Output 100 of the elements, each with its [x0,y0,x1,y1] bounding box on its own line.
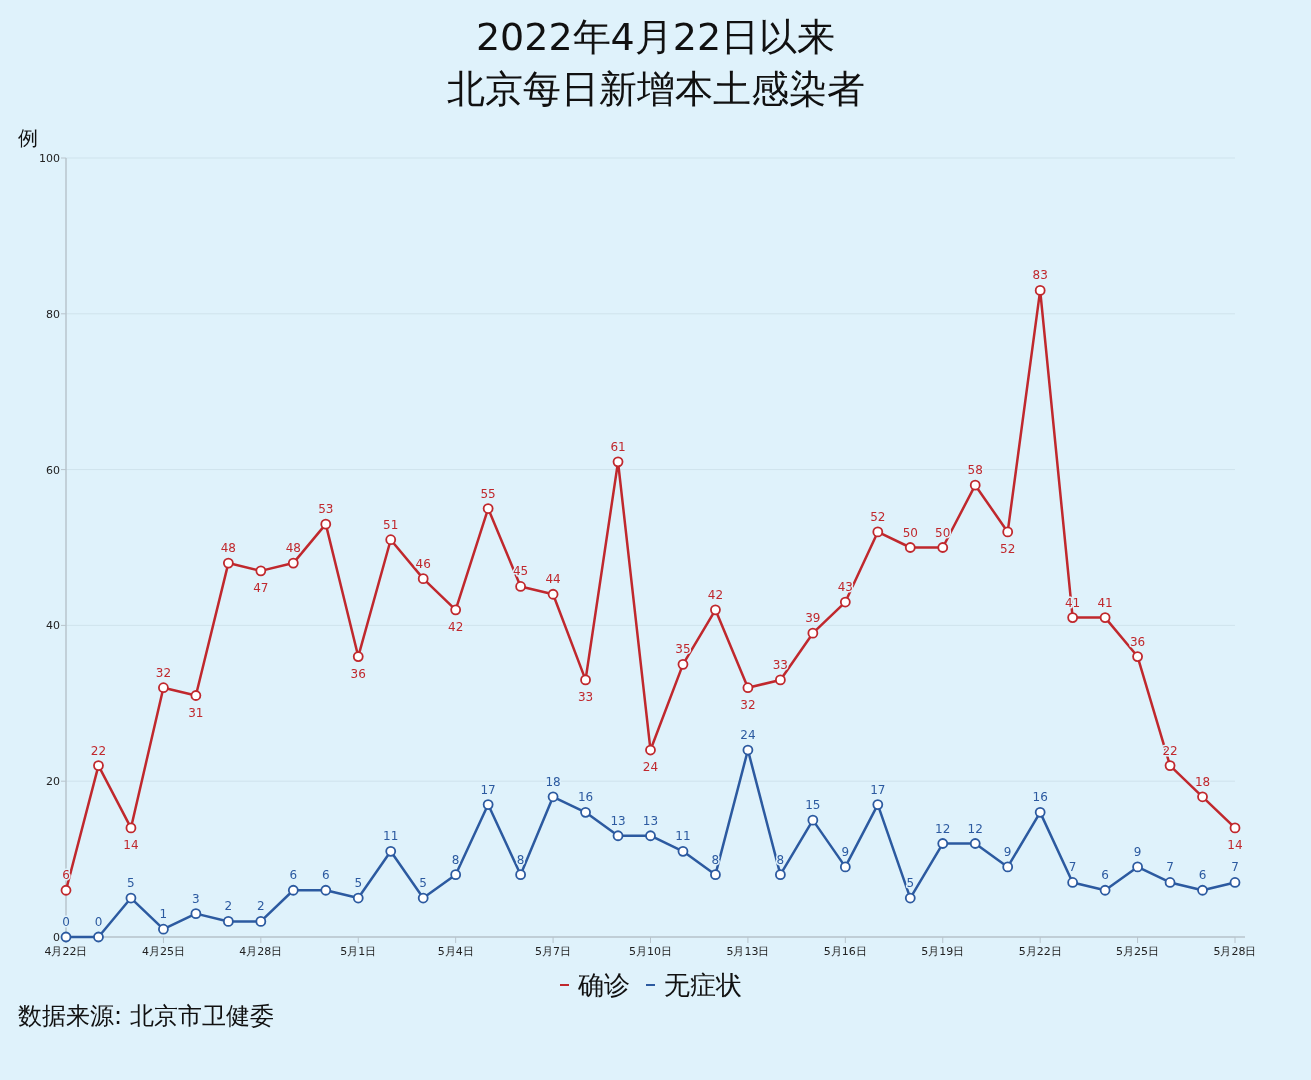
point [255,565,267,577]
point [612,830,624,842]
point [450,604,462,616]
point [515,869,527,881]
data-label: 42 [448,619,464,634]
data-label: 14 [123,837,139,852]
point [125,892,137,904]
data-label: 32 [740,697,756,712]
point [612,456,624,468]
point [742,744,754,756]
point [158,923,169,935]
data-label: 12 [935,821,951,836]
point [482,799,494,810]
point [774,674,786,686]
point [807,627,819,639]
y-tick-label: 80 [46,307,60,321]
data-label: 58 [967,463,983,478]
data-label: 24 [740,728,756,743]
data-label: 44 [545,572,561,587]
y-tick-label: 0 [53,931,60,944]
point [1067,612,1079,624]
point [385,534,397,546]
x-tick-label: 5月10日 [629,945,672,958]
point [839,596,851,608]
data-label: 7 [1068,860,1077,875]
data-label: 36 [1129,634,1146,649]
data-label: 43 [837,580,853,595]
point [1002,861,1014,873]
data-label: 6 [289,868,298,883]
data-label: 6 [1101,868,1109,883]
chart-title: 2022年4月22日以来 [475,15,836,59]
data-label: 24 [642,760,659,775]
point [93,931,104,943]
point [1164,877,1176,888]
point [1229,877,1241,888]
point [417,892,429,904]
data-label: 50 [902,525,918,540]
point [1197,791,1208,803]
point [1034,806,1046,818]
point [320,884,332,896]
point [710,869,721,881]
point [1002,526,1014,538]
point [125,822,137,834]
data-label: 48 [285,541,301,556]
data-label: 8 [516,852,525,867]
data-label: 5 [906,876,915,891]
point [710,604,721,616]
data-label: 8 [711,852,720,867]
x-tick-label: 5月19日 [921,945,965,958]
x-tick-label: 5月25日 [1116,945,1160,958]
point [287,884,299,896]
point [904,542,916,553]
data-label: 5 [127,876,135,891]
data-label: 52 [870,509,886,524]
point [287,557,299,569]
point [1067,877,1079,888]
data-label: 0 [94,915,103,929]
y-axis-title: 例 [18,126,38,150]
point [190,690,202,701]
data-label: 14 [1227,837,1243,852]
point [1132,651,1143,662]
data-label: 32 [155,665,172,680]
data-label: 33 [772,657,789,672]
data-label: 51 [383,517,399,532]
data-label: 2 [257,899,265,914]
point [1099,612,1111,624]
point [580,806,591,818]
point [937,542,949,553]
x-tick-label: 5月4日 [437,945,474,958]
data-label: 17 [870,782,886,797]
data-label: 17 [480,782,496,797]
point [677,845,689,857]
data-label: 83 [1032,268,1048,283]
data-label: 18 [1194,774,1211,789]
x-tick-label: 4月28日 [239,945,283,958]
point [222,557,234,569]
data-label: 8 [776,852,785,867]
data-label: 36 [350,666,366,681]
y-tick-label: 40 [46,619,60,633]
data-label: 1 [159,907,168,922]
point [807,814,819,826]
point [872,526,884,538]
point [255,916,267,927]
point [1197,884,1208,896]
x-tick-label: 5月13日 [726,945,770,958]
point [222,916,234,927]
point [839,861,851,873]
data-label: 8 [451,852,460,867]
y-tick-label: 60 [46,463,60,477]
data-label: 13 [642,813,659,828]
x-tick-label: 5月16日 [823,945,867,958]
point [1099,884,1111,896]
point [352,651,364,662]
data-label: 9 [841,844,850,859]
data-label: 16 [1032,790,1048,805]
point [450,869,462,881]
point [158,682,169,694]
point [385,845,397,857]
data-label: 55 [480,486,496,501]
data-label: 5 [419,876,428,891]
